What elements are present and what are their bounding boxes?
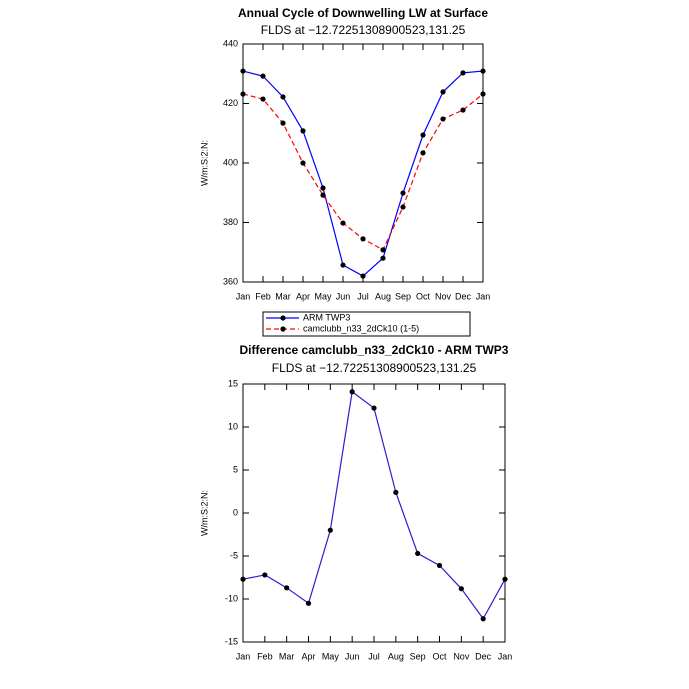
point — [420, 132, 426, 138]
y-tick-label: 360 — [223, 276, 238, 286]
point — [440, 116, 446, 122]
x-tick-label: Aug — [375, 291, 391, 301]
chart-title: Difference camclubb_n33_2dCk10 - ARM TWP… — [240, 343, 509, 357]
point — [460, 107, 466, 113]
point — [260, 73, 266, 79]
series-line — [242, 70, 484, 277]
point — [458, 586, 464, 592]
x-tick-label: Oct — [432, 651, 447, 661]
point — [436, 562, 443, 569]
point — [502, 576, 508, 582]
y-tick-label: -15 — [225, 636, 238, 646]
plot-frame — [242, 383, 506, 643]
legend-box — [262, 311, 471, 337]
legend-label: ARM TWP3 — [303, 312, 350, 322]
point — [280, 120, 286, 126]
y-tick-label: 420 — [223, 98, 238, 108]
point — [371, 405, 377, 411]
point — [305, 600, 312, 606]
x-tick-label: Aug — [388, 651, 404, 661]
x-tick-label: Jul — [368, 651, 380, 661]
series-line — [242, 93, 484, 251]
y-tick-label: 380 — [223, 217, 238, 227]
x-tick-label: Oct — [416, 291, 431, 301]
point — [240, 91, 246, 97]
point — [460, 70, 466, 76]
point — [480, 616, 486, 622]
x-tick-label: Jul — [357, 291, 369, 301]
x-tick-label: Feb — [255, 291, 271, 301]
point — [284, 585, 290, 591]
x-tick-label: Sep — [395, 291, 411, 301]
point — [415, 550, 421, 557]
point — [420, 150, 426, 156]
chart-subtitle: FLDS at −12.72251308900523,131.25 — [272, 361, 477, 375]
x-tick-label: Jan — [236, 651, 251, 661]
legend-marker — [280, 326, 286, 332]
point — [380, 247, 386, 253]
legend-marker — [280, 315, 286, 321]
x-tick-label: Nov — [435, 291, 452, 301]
x-tick-label: Apr — [301, 651, 315, 661]
point — [440, 89, 446, 95]
x-tick-label: Jun — [336, 291, 351, 301]
y-tick-label: 15 — [228, 378, 238, 388]
y-tick-label: -10 — [225, 593, 238, 603]
point — [393, 489, 399, 495]
x-tick-label: Dec — [455, 291, 472, 301]
chart-title: Annual Cycle of Downwelling LW at Surfac… — [238, 6, 488, 20]
point — [340, 262, 346, 268]
y-axis-label: W/m:S:2:N: — [199, 490, 209, 536]
plot-frame — [242, 43, 484, 283]
x-tick-label: May — [314, 291, 332, 301]
point — [260, 96, 266, 102]
point — [400, 204, 406, 210]
y-tick-label: 5 — [233, 464, 238, 474]
x-tick-label: Dec — [475, 651, 492, 661]
point — [360, 236, 366, 242]
series-line — [242, 390, 506, 620]
y-axis-label: W/m:S:2:N: — [199, 140, 209, 186]
x-tick-label: Mar — [279, 651, 295, 661]
point — [262, 572, 268, 578]
y-tick-label: -5 — [230, 550, 238, 560]
point — [349, 389, 355, 395]
point — [280, 94, 286, 100]
x-tick-label: Jan — [476, 291, 491, 301]
point — [360, 273, 366, 279]
point — [380, 255, 386, 261]
point — [240, 68, 246, 74]
x-tick-label: Apr — [296, 291, 310, 301]
point — [240, 576, 246, 582]
x-tick-label: Jun — [345, 651, 360, 661]
x-tick-label: Nov — [453, 651, 470, 661]
point — [400, 190, 406, 196]
legend-label: camclubb_n33_2dCk10 (1-5) — [303, 323, 419, 333]
x-tick-label: May — [322, 651, 340, 661]
y-tick-label: 0 — [233, 507, 238, 517]
x-tick-label: Mar — [275, 291, 291, 301]
y-tick-label: 10 — [228, 421, 238, 431]
y-tick-label: 400 — [223, 157, 238, 167]
point — [480, 68, 486, 74]
x-tick-label: Jan — [236, 291, 251, 301]
point — [320, 192, 326, 198]
y-tick-label: 440 — [223, 38, 238, 48]
point — [320, 185, 326, 191]
x-tick-label: Sep — [410, 651, 426, 661]
point — [300, 160, 306, 166]
chart-subtitle: FLDS at −12.72251308900523,131.25 — [261, 23, 466, 37]
point — [327, 527, 333, 533]
point — [300, 128, 306, 134]
x-tick-label: Jan — [498, 651, 513, 661]
point — [480, 91, 486, 97]
x-tick-label: Feb — [257, 651, 273, 661]
point — [340, 220, 346, 226]
